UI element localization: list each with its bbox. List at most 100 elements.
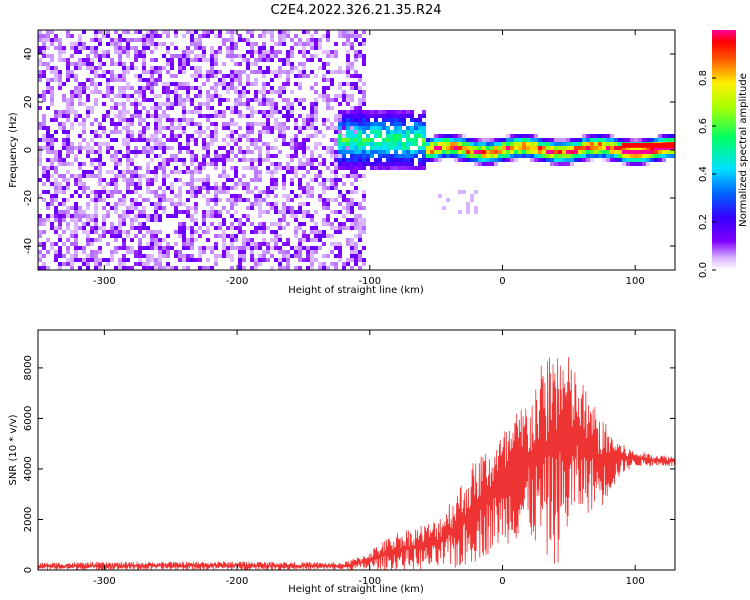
heatmap-cell: [214, 130, 218, 134]
heatmap-cell: [362, 194, 366, 198]
heatmap-cell: [294, 42, 298, 46]
heatmap-cell: [410, 138, 414, 142]
heatmap-cell: [286, 222, 290, 226]
heatmap-cell: [398, 122, 402, 126]
heatmap-cell: [150, 98, 154, 102]
heatmap-cell: [206, 198, 210, 202]
heatmap-cell: [282, 258, 286, 262]
heatmap-cell: [470, 138, 474, 142]
heatmap-cell: [218, 234, 222, 238]
heatmap-cell: [274, 90, 278, 94]
heatmap-cell: [98, 182, 102, 186]
heatmap-cell: [186, 182, 190, 186]
heatmap-cell: [146, 38, 150, 42]
heatmap-cell: [158, 102, 162, 106]
heatmap-cell: [206, 226, 210, 230]
heatmap-cell: [242, 38, 246, 42]
heatmap-cell: [238, 126, 242, 130]
heatmap-cell: [334, 158, 338, 162]
heatmap-cell: [250, 246, 254, 250]
heatmap-cell: [562, 142, 566, 146]
heatmap-cell: [110, 230, 114, 234]
heatmap-cell: [38, 222, 42, 226]
heatmap-cell: [190, 254, 194, 258]
heatmap-cell: [302, 54, 306, 58]
heatmap-cell: [278, 266, 282, 270]
heatmap-cell: [158, 238, 162, 242]
heatmap-cell: [190, 242, 194, 246]
heatmap-cell: [258, 122, 262, 126]
heatmap-cell: [618, 146, 622, 150]
heatmap-cell: [42, 242, 46, 246]
heatmap-cell: [286, 170, 290, 174]
heatmap-cell: [230, 242, 234, 246]
heatmap-cell: [346, 122, 350, 126]
heatmap-cell: [310, 254, 314, 258]
heatmap-cell: [178, 210, 182, 214]
heatmap-cell: [74, 66, 78, 70]
heatmap-cell: [106, 170, 110, 174]
heatmap-cell: [258, 150, 262, 154]
heatmap-cell: [426, 146, 430, 150]
heatmap-cell: [346, 42, 350, 46]
heatmap-cell: [78, 214, 82, 218]
heatmap-cell: [290, 66, 294, 70]
heatmap-cell: [282, 142, 286, 146]
heatmap-cell: [394, 118, 398, 122]
heatmap-cell: [74, 158, 78, 162]
heatmap-cell: [346, 58, 350, 62]
heatmap-cell: [126, 82, 130, 86]
heatmap-cell: [270, 102, 274, 106]
heatmap-cell: [362, 94, 366, 98]
y-tick-label: 20: [23, 96, 34, 109]
heatmap-cell: [314, 90, 318, 94]
heatmap-cell: [354, 38, 358, 42]
heatmap-cell: [498, 154, 502, 158]
heatmap-cell: [38, 266, 42, 270]
heatmap-cell: [162, 54, 166, 58]
heatmap-cell: [38, 58, 42, 62]
heatmap-cell: [46, 150, 50, 154]
heatmap-cell: [170, 190, 174, 194]
heatmap-cell: [554, 162, 558, 166]
heatmap-cell: [218, 254, 222, 258]
heatmap-cell: [246, 186, 250, 190]
heatmap-cell: [58, 174, 62, 178]
heatmap-cell: [86, 150, 90, 154]
heatmap-cell: [222, 38, 226, 42]
heatmap-cell: [310, 162, 314, 166]
heatmap-cell: [114, 78, 118, 82]
heatmap-cell: [182, 130, 186, 134]
heatmap-cell: [78, 98, 82, 102]
heatmap-cell: [142, 66, 146, 70]
heatmap-cell: [54, 118, 58, 122]
heatmap-cell: [406, 166, 410, 170]
heatmap-cell: [362, 38, 366, 42]
heatmap-cell: [582, 154, 586, 158]
heatmap-cell: [334, 266, 338, 270]
heatmap-cell: [174, 254, 178, 258]
heatmap-cell: [214, 58, 218, 62]
heatmap-cell: [238, 138, 242, 142]
heatmap-cell: [378, 166, 382, 170]
heatmap-cell: [50, 214, 54, 218]
heatmap-cell: [178, 146, 182, 150]
heatmap-cell: [166, 146, 170, 150]
heatmap-cell: [242, 238, 246, 242]
heatmap-cell: [210, 142, 214, 146]
heatmap-cell: [146, 226, 150, 230]
heatmap-cell: [82, 262, 86, 266]
heatmap-cell: [246, 82, 250, 86]
heatmap-cell: [230, 30, 234, 34]
heatmap-cell: [670, 138, 674, 142]
heatmap-cell: [626, 162, 630, 166]
heatmap-cell: [454, 150, 458, 154]
heatmap-cell: [74, 214, 78, 218]
heatmap-cell: [410, 166, 414, 170]
heatmap-cell: [226, 30, 230, 34]
heatmap-cell: [198, 90, 202, 94]
heatmap-cell: [118, 190, 122, 194]
heatmap-cell: [346, 242, 350, 246]
heatmap-cell: [58, 126, 62, 130]
heatmap-cell: [234, 98, 238, 102]
